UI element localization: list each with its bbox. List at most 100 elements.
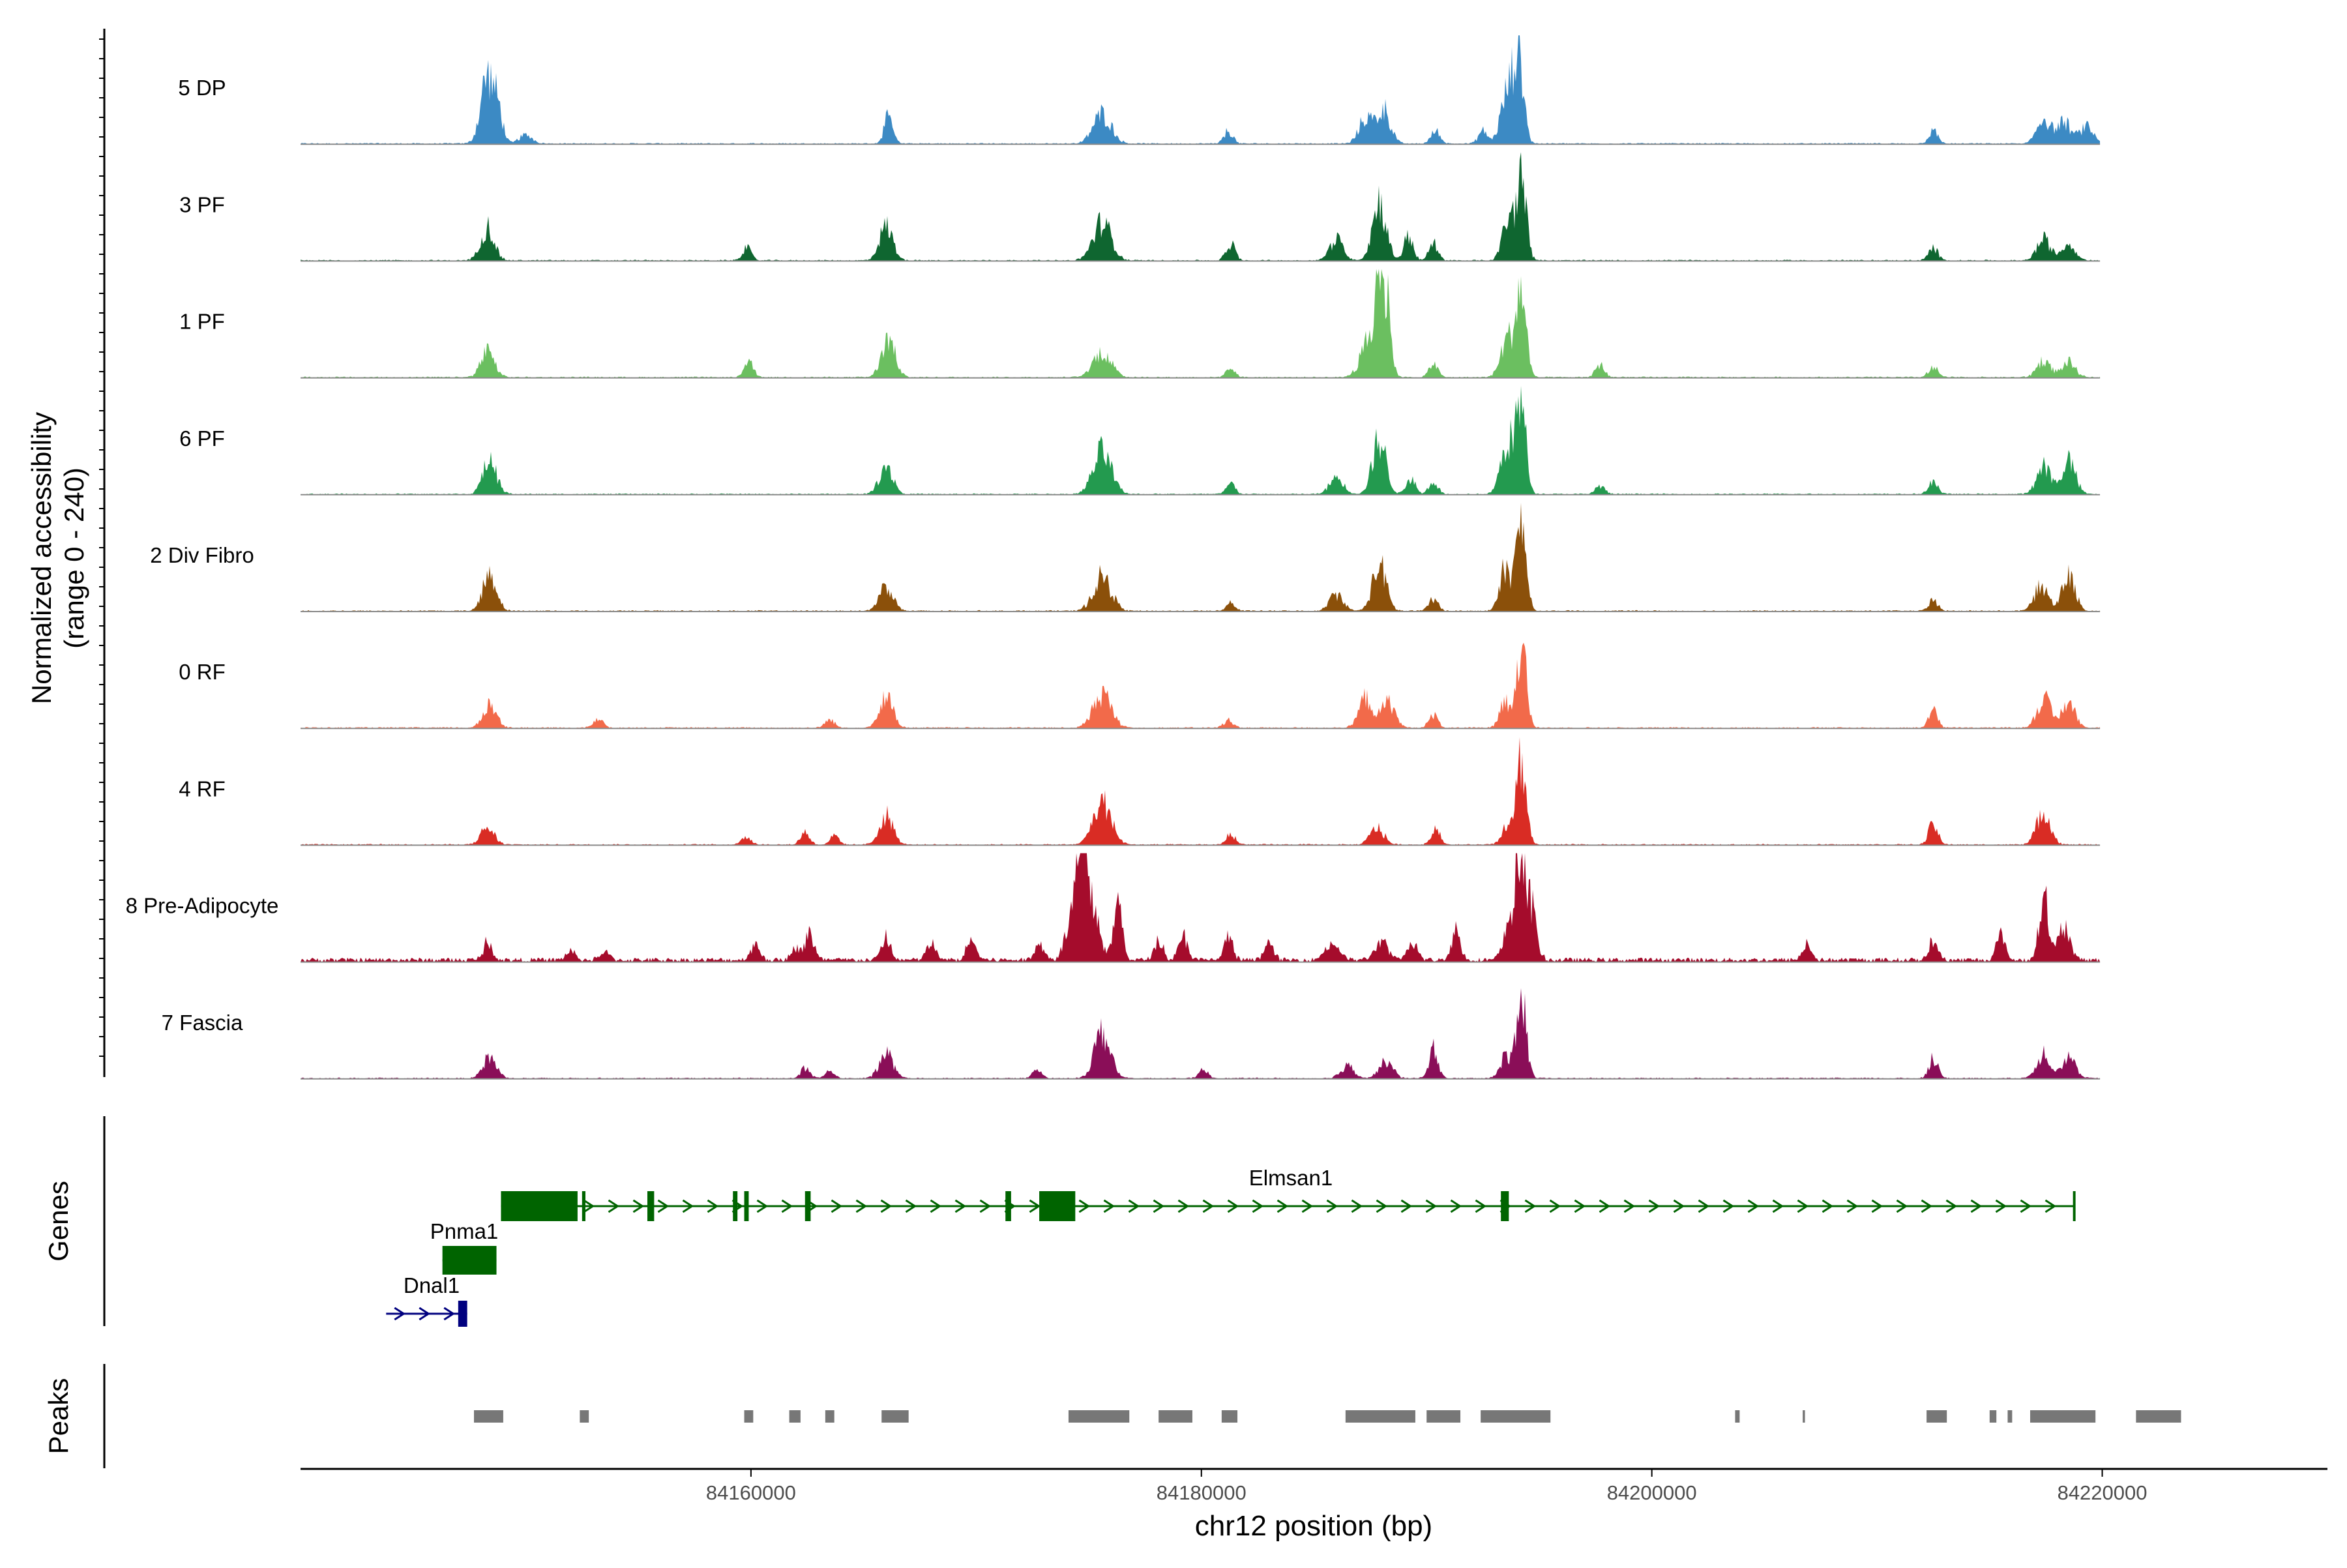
gene-label: Pnma1 xyxy=(430,1219,499,1243)
track-label: 8 Pre-Adipocyte xyxy=(126,894,279,918)
coverage-tracks: 5 DP 3 PF 1 PF 6 PF 2 Div Fibro 0 RF 4 RF 8 Pre… xyxy=(126,35,2101,1080)
peaks-panel-label: Peaks xyxy=(43,1378,74,1455)
track-3-pf: 3 PF xyxy=(179,152,2101,262)
peak-region xyxy=(1735,1410,1740,1423)
genes-panel-label: Genes xyxy=(43,1181,74,1262)
track-6-pf: 6 PF xyxy=(179,385,2101,496)
track-8-pre-adipocyte: 8 Pre-Adipocyte xyxy=(126,853,2101,963)
gene-label: Dnal1 xyxy=(404,1273,460,1297)
strand-arrow xyxy=(1029,1199,1041,1213)
exon xyxy=(458,1301,467,1327)
x-tick-label: 84160000 xyxy=(706,1481,796,1504)
gene-pnma1: Pnma1 xyxy=(430,1219,499,1275)
track-7-fascia: 7 Fascia xyxy=(162,988,2101,1080)
x-axis-ticks: 84160000 84180000 84200000 84220000 xyxy=(706,1469,2148,1504)
y-axis-label: Normalized accessibility xyxy=(26,412,57,704)
strand-arrow xyxy=(1945,1199,1958,1213)
x-tick-label: 84180000 xyxy=(1157,1481,1247,1504)
track-label: 3 PF xyxy=(179,192,225,216)
x-axis-label: chr12 position (bp) xyxy=(1195,1510,1432,1542)
gene-elmsan1: Elmsan1 xyxy=(501,1166,2076,1221)
track-2-div-fibro: 2 Div Fibro xyxy=(150,503,2101,612)
coverage-area xyxy=(301,152,2101,261)
strand-arrow xyxy=(1252,1199,1264,1213)
strand-arrow xyxy=(2020,1199,2032,1213)
strand-arrow xyxy=(1103,1199,1115,1213)
strand-arrow xyxy=(1177,1199,1190,1213)
strand-arrow xyxy=(855,1199,868,1213)
x-tick-label: 84220000 xyxy=(2058,1481,2148,1504)
strand-arrow xyxy=(1450,1199,1462,1213)
strand-arrow xyxy=(657,1199,670,1213)
strand-arrow xyxy=(1277,1199,1289,1213)
track-label: 4 RF xyxy=(179,777,226,801)
strand-arrow xyxy=(2044,1199,2057,1213)
strand-arrow xyxy=(1202,1199,1215,1213)
exon xyxy=(733,1191,738,1221)
exon xyxy=(1501,1191,1509,1221)
exon xyxy=(1005,1191,1011,1221)
strand-arrow xyxy=(1698,1199,1710,1213)
peak-regions xyxy=(473,1410,2181,1423)
track-label: 2 Div Fibro xyxy=(150,543,254,567)
track-label: 6 PF xyxy=(179,426,225,451)
strand-arrow xyxy=(781,1199,793,1213)
track-label: 7 Fascia xyxy=(162,1011,243,1035)
peak-region xyxy=(744,1410,754,1423)
strand-arrow xyxy=(1648,1199,1661,1213)
exon xyxy=(804,1191,811,1221)
strand-arrow xyxy=(1896,1199,1908,1213)
strand-arrow xyxy=(1128,1199,1140,1213)
strand-arrow xyxy=(1797,1199,1809,1213)
strand-arrow xyxy=(1376,1199,1388,1213)
peak-region xyxy=(789,1410,801,1423)
strand-arrow xyxy=(707,1199,719,1213)
strand-arrow xyxy=(831,1199,843,1213)
peak-region xyxy=(1345,1410,1415,1423)
exon xyxy=(2073,1191,2076,1221)
exon xyxy=(501,1191,578,1221)
exon xyxy=(744,1191,749,1221)
track-1-pf: 1 PF xyxy=(179,269,2101,379)
gene-dnal1: Dnal1 xyxy=(386,1273,467,1327)
strand-arrow xyxy=(905,1199,917,1213)
strand-arrow xyxy=(583,1199,595,1213)
strand-arrow xyxy=(682,1199,694,1213)
strand-arrow xyxy=(1574,1199,1586,1213)
strand-arrow xyxy=(1599,1199,1611,1213)
strand-arrow xyxy=(1747,1199,1760,1213)
strand-arrow xyxy=(419,1307,431,1321)
strand-arrow xyxy=(394,1307,406,1321)
strand-arrow xyxy=(954,1199,967,1213)
strand-arrow xyxy=(608,1199,620,1213)
exon xyxy=(647,1191,655,1221)
peak-region xyxy=(1803,1410,1805,1423)
strand-arrow xyxy=(979,1199,992,1213)
coverage-area xyxy=(301,35,2101,145)
strand-arrow xyxy=(1351,1199,1363,1213)
strand-arrow xyxy=(1153,1199,1165,1213)
strand-arrow xyxy=(1549,1199,1561,1213)
strand-arrow xyxy=(1871,1199,1883,1213)
exon xyxy=(1039,1191,1076,1221)
peak-region xyxy=(1159,1410,1192,1423)
strand-arrow xyxy=(632,1199,645,1213)
strand-arrow xyxy=(1326,1199,1338,1213)
strand-arrow xyxy=(1722,1199,1735,1213)
coverage-area xyxy=(301,988,2101,1079)
peak-region xyxy=(825,1410,834,1423)
gene-label: Elmsan1 xyxy=(1249,1166,1333,1190)
peak-region xyxy=(2030,1410,2096,1423)
coverage-area xyxy=(301,385,2101,495)
strand-arrow xyxy=(1970,1199,1983,1213)
strand-arrow xyxy=(1623,1199,1636,1213)
coverage-area xyxy=(301,503,2101,612)
coverage-area xyxy=(301,737,2101,846)
gene-annotations: Elmsan1 Pnma1 Dnal1 xyxy=(386,1166,2076,1327)
peak-region xyxy=(1426,1410,1461,1423)
strand-arrow xyxy=(1078,1199,1091,1213)
peak-region xyxy=(2007,1410,2013,1423)
track-label: 0 RF xyxy=(179,660,226,684)
strand-arrow xyxy=(1301,1199,1314,1213)
strand-arrow xyxy=(1524,1199,1537,1213)
